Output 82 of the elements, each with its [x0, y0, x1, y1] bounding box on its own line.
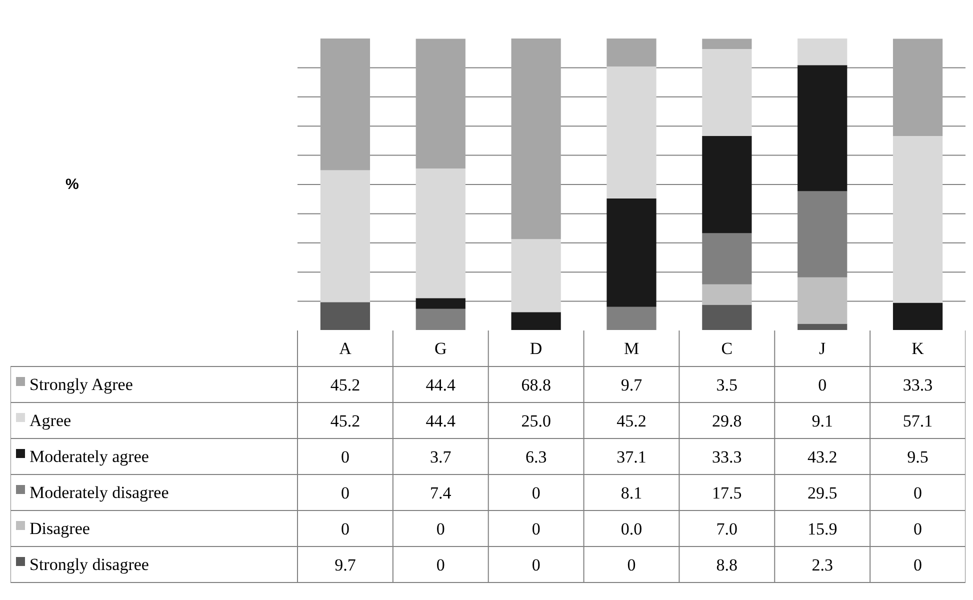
text: % [66, 176, 79, 193]
bar [798, 277, 848, 324]
data-label: 6.3 [525, 448, 547, 466]
data-label: 25.0 [521, 412, 551, 430]
bar [416, 308, 466, 330]
bar [892, 302, 943, 330]
x-tick-label: D [530, 339, 542, 358]
legend-label: Agree [30, 411, 72, 430]
data-label: 45.2 [616, 412, 646, 430]
data-label: 17.5 [712, 484, 742, 502]
data-label: 29.5 [807, 484, 838, 502]
bar [892, 136, 943, 303]
legend-label: Strongly Agree [30, 375, 133, 394]
bar [798, 65, 848, 192]
data-label: 0 [340, 448, 350, 466]
x-tick-label: K [912, 339, 925, 358]
legend-label: Moderately agree [30, 447, 149, 466]
data-label: 9.7 [620, 376, 643, 394]
data-label: 68.8 [521, 376, 551, 394]
data-label: 9.5 [907, 448, 928, 466]
data-label: 0 [914, 484, 922, 502]
data-label: 3.5 [716, 376, 738, 394]
data-label: 9.7 [334, 556, 356, 574]
data-label: 37.1 [616, 448, 646, 466]
bar [606, 198, 656, 307]
data-label: 0 [914, 556, 922, 574]
legend-label: Strongly disagree [30, 555, 149, 574]
bar [416, 298, 466, 309]
bar [320, 38, 370, 170]
bar [606, 38, 656, 67]
data-label: 9.1 [812, 412, 833, 430]
x-tick-label: G [434, 339, 447, 358]
data-label: 0 [532, 556, 540, 574]
data-label: 0 [340, 484, 350, 502]
data-label: 29.8 [712, 412, 742, 430]
data-label: 44.4 [426, 412, 456, 430]
data-label: 57.1 [902, 412, 933, 430]
data-label: 45.2 [330, 412, 360, 430]
bar [606, 66, 656, 199]
bar [702, 49, 752, 136]
x-tick-label: J [819, 339, 826, 358]
data-label: 8.1 [620, 484, 642, 502]
data-label: 2.3 [812, 556, 833, 574]
x-tick-label: C [721, 339, 733, 358]
data-label: 0 [818, 376, 827, 394]
bar [702, 304, 752, 330]
data-label: 33.3 [712, 448, 742, 466]
x-tick-label: A [339, 339, 352, 358]
data-label: 0 [627, 556, 636, 574]
data-label: 15.9 [807, 520, 838, 538]
data-label: 43.2 [807, 448, 838, 466]
bar [416, 168, 466, 298]
bar [320, 302, 370, 330]
data-label: 0.0 [620, 520, 642, 538]
data-label: 0 [340, 520, 350, 538]
data-label: 45.2 [330, 376, 360, 394]
data-label: 7.0 [716, 520, 738, 538]
data-label: 0 [436, 556, 445, 574]
data-label: 8.8 [716, 556, 738, 574]
data-label: 0 [914, 520, 922, 538]
bar [320, 170, 370, 302]
data-label: 44.4 [426, 376, 456, 394]
data-label: 33.3 [902, 376, 933, 394]
bar [416, 38, 466, 168]
bar [702, 284, 752, 305]
bar [892, 38, 943, 136]
bar [702, 38, 752, 50]
x-tick-label: M [624, 339, 640, 358]
legend-label: Moderately disagree [30, 483, 169, 502]
bar [702, 136, 752, 234]
bar [511, 38, 561, 240]
data-label: 0 [436, 520, 445, 538]
bar [606, 306, 656, 330]
legend-label: Disagree [30, 519, 90, 538]
data-label: 3.7 [430, 448, 452, 466]
bar [511, 312, 561, 330]
bar [798, 38, 848, 66]
bar [798, 324, 848, 330]
data-label: 0 [532, 484, 540, 502]
data-label: 0 [532, 520, 540, 538]
bar [511, 239, 561, 312]
data-label: 7.4 [430, 484, 452, 502]
